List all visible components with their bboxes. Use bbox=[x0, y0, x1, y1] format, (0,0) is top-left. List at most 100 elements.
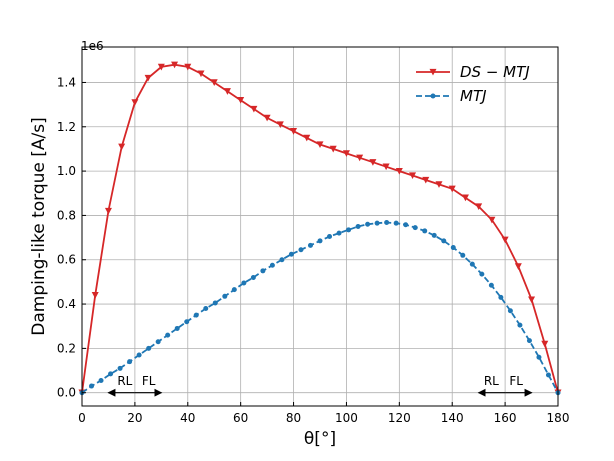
data-point bbox=[422, 228, 428, 234]
data-point bbox=[450, 245, 456, 251]
data-point bbox=[460, 252, 466, 258]
x-tick-label: 40 bbox=[180, 411, 195, 425]
data-point bbox=[448, 185, 456, 193]
data-point bbox=[223, 88, 231, 95]
plot-frame bbox=[81, 46, 559, 407]
data-point bbox=[403, 222, 409, 228]
data-point bbox=[412, 225, 418, 231]
data-point bbox=[545, 372, 551, 378]
data-point bbox=[336, 230, 342, 236]
data-point bbox=[441, 238, 447, 244]
data-point bbox=[260, 268, 266, 274]
data-point bbox=[526, 338, 532, 344]
y-tick-label: 1.0 bbox=[57, 164, 76, 178]
data-point bbox=[197, 70, 205, 78]
data-point bbox=[316, 141, 324, 149]
annotation-label: FL bbox=[142, 374, 156, 388]
data-point bbox=[303, 134, 311, 142]
data-point bbox=[136, 352, 142, 358]
data-point bbox=[127, 359, 133, 365]
data-point bbox=[461, 194, 469, 202]
data-point bbox=[356, 154, 364, 162]
y-tick-label: 1.2 bbox=[57, 120, 76, 134]
data-point bbox=[174, 325, 180, 331]
legend-item: DS − MTJ bbox=[416, 63, 530, 81]
data-point bbox=[250, 105, 258, 113]
data-point bbox=[290, 128, 298, 135]
data-point bbox=[241, 280, 247, 286]
data-point bbox=[263, 114, 271, 122]
series-line bbox=[81, 63, 559, 393]
data-point bbox=[475, 203, 483, 211]
y-axis-title: Damping-like torque [A/s] bbox=[29, 117, 49, 336]
data-point bbox=[514, 263, 522, 270]
x-tick-label: 140 bbox=[441, 411, 464, 425]
data-point bbox=[327, 233, 333, 239]
data-point bbox=[501, 236, 509, 244]
data-point bbox=[329, 145, 337, 153]
annotation-label: FL bbox=[509, 374, 523, 388]
y-tick-label: 0.6 bbox=[57, 253, 76, 267]
y-offset-label: 1e6 bbox=[81, 39, 104, 53]
x-axis-title: θ[°] bbox=[304, 429, 336, 449]
data-point bbox=[144, 74, 152, 82]
data-point bbox=[146, 345, 152, 351]
data-point bbox=[118, 143, 126, 151]
y-tick-label: 1.4 bbox=[57, 75, 76, 89]
data-point bbox=[346, 227, 352, 233]
series-mtj bbox=[79, 220, 561, 396]
data-point bbox=[429, 68, 437, 76]
x-tick-label: 120 bbox=[388, 411, 411, 425]
data-point bbox=[117, 365, 123, 371]
data-point bbox=[507, 308, 513, 314]
data-point bbox=[184, 319, 190, 325]
data-point bbox=[108, 371, 114, 377]
data-point bbox=[430, 93, 436, 99]
x-tick-label: 60 bbox=[233, 411, 248, 425]
annotation-label: RL bbox=[117, 374, 132, 388]
data-point bbox=[210, 79, 218, 86]
data-point bbox=[250, 274, 256, 280]
data-point bbox=[298, 247, 304, 253]
y-tick-label: 0.4 bbox=[57, 297, 76, 311]
data-point bbox=[342, 150, 350, 157]
data-point bbox=[193, 312, 199, 318]
data-point bbox=[528, 296, 536, 304]
x-tick-label: 20 bbox=[127, 411, 142, 425]
x-tick-label: 100 bbox=[335, 411, 358, 425]
x-tick-label: 80 bbox=[286, 411, 301, 425]
data-point bbox=[488, 282, 494, 288]
series-ds-mtj bbox=[78, 61, 562, 397]
data-point bbox=[369, 159, 377, 166]
data-point bbox=[422, 176, 430, 184]
data-point bbox=[479, 271, 485, 277]
data-point bbox=[98, 378, 104, 384]
data-point bbox=[288, 251, 294, 257]
data-point bbox=[431, 232, 437, 238]
y-tick-label: 0.0 bbox=[57, 386, 76, 400]
data-point bbox=[131, 99, 139, 106]
data-point bbox=[541, 340, 549, 348]
legend-label: MTJ bbox=[460, 87, 487, 105]
data-point bbox=[317, 238, 323, 244]
legend-item: MTJ bbox=[416, 87, 487, 105]
data-point bbox=[536, 354, 542, 360]
y-axis-title-group: Damping-like torque [A/s] bbox=[29, 117, 49, 336]
data-point bbox=[395, 167, 403, 175]
data-point bbox=[276, 121, 284, 129]
data-point bbox=[184, 63, 192, 71]
data-point bbox=[409, 172, 417, 180]
data-point bbox=[355, 224, 361, 229]
data-point bbox=[157, 63, 165, 71]
data-point bbox=[212, 300, 218, 306]
data-point bbox=[435, 181, 443, 188]
data-point bbox=[231, 287, 237, 293]
data-point bbox=[488, 216, 496, 224]
legend: DS − MTJ MTJ bbox=[416, 63, 530, 105]
data-point bbox=[279, 257, 285, 263]
data-point bbox=[222, 293, 228, 299]
data-point bbox=[393, 220, 399, 226]
data-point bbox=[89, 383, 95, 389]
